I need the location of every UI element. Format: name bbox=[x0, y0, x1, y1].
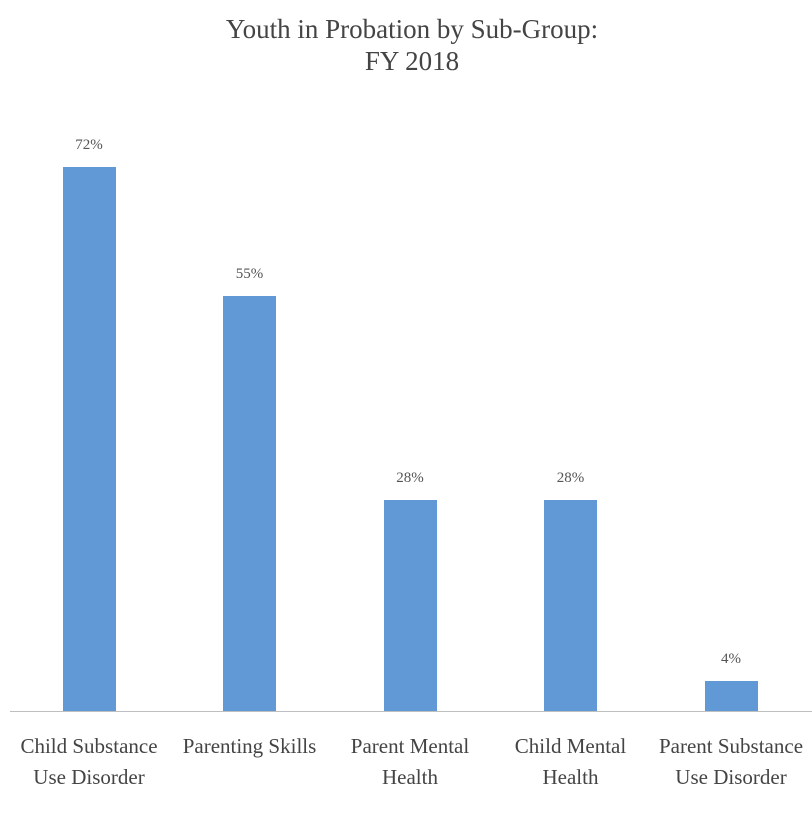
x-axis-line bbox=[10, 711, 812, 712]
bar bbox=[383, 499, 437, 711]
x-tick-label: Parent Substance Use Disorder bbox=[658, 734, 804, 789]
bar bbox=[544, 499, 597, 711]
bar bbox=[223, 295, 276, 711]
x-tick-label: Parenting Skills bbox=[182, 734, 317, 758]
data-label: 72% bbox=[75, 137, 103, 154]
x-tick-label: Child Mental Health bbox=[514, 734, 627, 789]
data-label: 28% bbox=[396, 469, 424, 486]
chart-title: FY 2018 bbox=[364, 46, 460, 76]
bar bbox=[704, 680, 758, 711]
chart-title: Youth in Probation by Sub-Group: bbox=[225, 14, 599, 44]
x-tick-label: Parent Mental Health bbox=[350, 734, 470, 789]
bar bbox=[62, 167, 116, 711]
data-label: 4% bbox=[721, 650, 741, 667]
data-label: 28% bbox=[556, 469, 585, 486]
data-label: 55% bbox=[235, 265, 264, 282]
x-tick-label: Child Substance Use Disorder bbox=[20, 734, 158, 789]
